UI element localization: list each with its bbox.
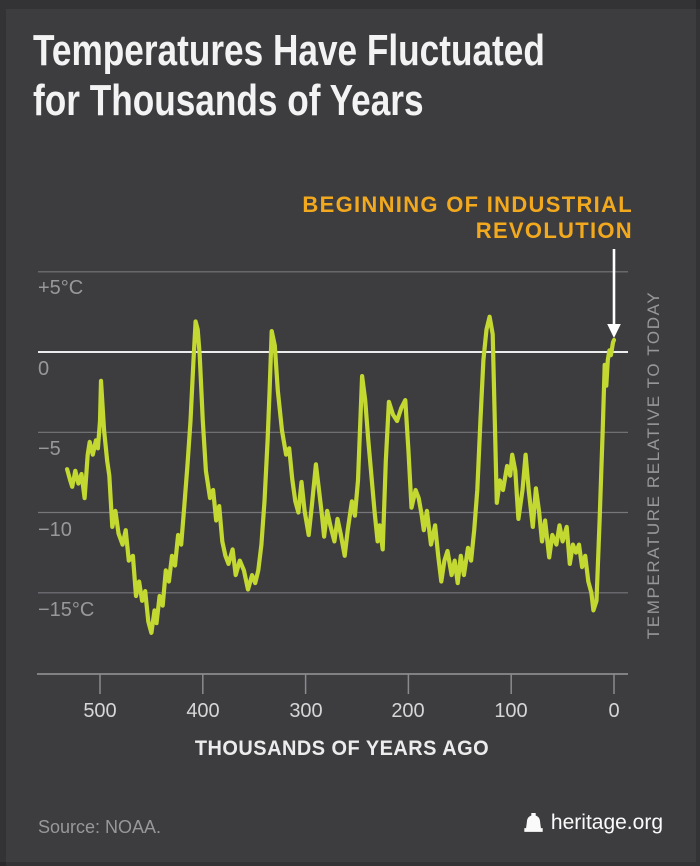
- x-tick-label-200: 200: [391, 700, 425, 722]
- y-tick-label-minus5: −5: [38, 438, 61, 460]
- brand-text: heritage.org: [550, 811, 663, 834]
- annotation-line-2: REVOLUTION: [475, 218, 633, 243]
- y-tick-label-plus5: +5°C: [38, 277, 84, 299]
- page-title: Temperatures Have Fluctuated for Thousan…: [33, 26, 545, 126]
- annotation-line-1: BEGINNING OF INDUSTRIAL: [302, 192, 633, 217]
- x-tick-label-300: 300: [289, 700, 323, 722]
- x-tick-label-0: 0: [608, 700, 620, 722]
- y-tick-label-minus10: −10: [38, 519, 72, 541]
- temperature-line: [64, 314, 617, 636]
- x-tick-label-500: 500: [83, 700, 117, 722]
- source-note: Source: NOAA.: [38, 817, 162, 837]
- industrial-revolution-annotation: BEGINNING OF INDUSTRIAL REVOLUTION: [302, 192, 633, 244]
- y-tick-label-0: 0: [38, 358, 50, 380]
- y-tick-label-minus15: −15°C: [38, 599, 95, 621]
- title-line-1: Temperatures Have Fluctuated: [33, 26, 545, 75]
- title-line-2: for Thousands of Years: [33, 76, 424, 125]
- x-tick-label-100: 100: [494, 700, 528, 722]
- liberty-bell-icon: [523, 812, 544, 835]
- x-tick-label-400: 400: [186, 700, 220, 722]
- annotation-arrow-head: [607, 324, 621, 338]
- y-axis-right-title: TEMPERATURE RELATIVE TO TODAY: [644, 290, 663, 640]
- x-axis-title: THOUSANDS OF YEARS AGO: [194, 737, 490, 760]
- heritage-brand-lockup: heritage.org: [523, 811, 663, 835]
